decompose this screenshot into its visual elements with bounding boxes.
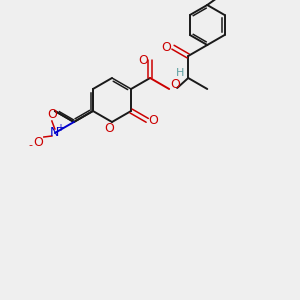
Text: H: H bbox=[176, 68, 184, 78]
Text: O: O bbox=[33, 136, 43, 148]
Text: -: - bbox=[29, 140, 33, 150]
Text: O: O bbox=[47, 107, 57, 121]
Text: O: O bbox=[161, 41, 171, 54]
Text: O: O bbox=[148, 114, 158, 127]
Text: O: O bbox=[170, 79, 180, 92]
Text: N: N bbox=[50, 127, 59, 140]
Text: +: + bbox=[56, 123, 64, 133]
Text: O: O bbox=[138, 54, 148, 67]
Text: O: O bbox=[104, 122, 114, 136]
